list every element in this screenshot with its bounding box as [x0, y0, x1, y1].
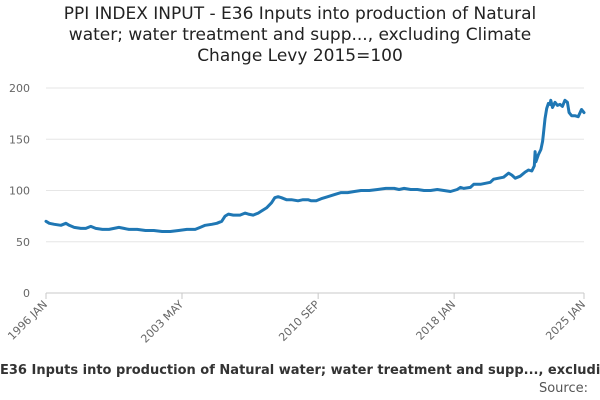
- chart-title-line-1: PPI INDEX INPUT - E36 Inputs into produc…: [63, 4, 537, 24]
- grid-lines: [46, 87, 584, 243]
- source-label: Source:: [538, 381, 588, 396]
- y-tick-label: 50: [16, 236, 30, 249]
- y-tick-label: 0: [23, 287, 30, 300]
- chart-title-line-3: Change Levy 2015=100: [197, 46, 403, 66]
- x-tick-label: 2003 MAY: [138, 298, 186, 346]
- y-axis: 0 50 100 150 200: [9, 82, 30, 300]
- y-tick-label: 100: [9, 185, 30, 198]
- series-group: [44, 98, 586, 233]
- y-tick-label: 150: [9, 133, 30, 146]
- y-tick-label: 200: [9, 82, 30, 95]
- x-tick-label: 2018 JAN: [414, 298, 459, 343]
- legend: E36 Inputs into production of Natural wa…: [0, 363, 600, 383]
- x-axis: 1996 JAN 2003 MAY 2010 SEP 2018 JAN 2025 JAN: [5, 292, 588, 346]
- series-line: [44, 98, 586, 233]
- legend-label: E36 Inputs into production of Natural wa…: [0, 363, 600, 378]
- x-tick-label: 2010 SEP: [276, 298, 322, 344]
- x-tick-label: 1996 JAN: [5, 298, 50, 343]
- chart-title: PPI INDEX INPUT - E36 Inputs into produc…: [0, 4, 600, 67]
- chart-title-line-2: water; water treatment and supp..., excl…: [68, 25, 532, 45]
- x-tick-label: 2025 JAN: [543, 298, 588, 343]
